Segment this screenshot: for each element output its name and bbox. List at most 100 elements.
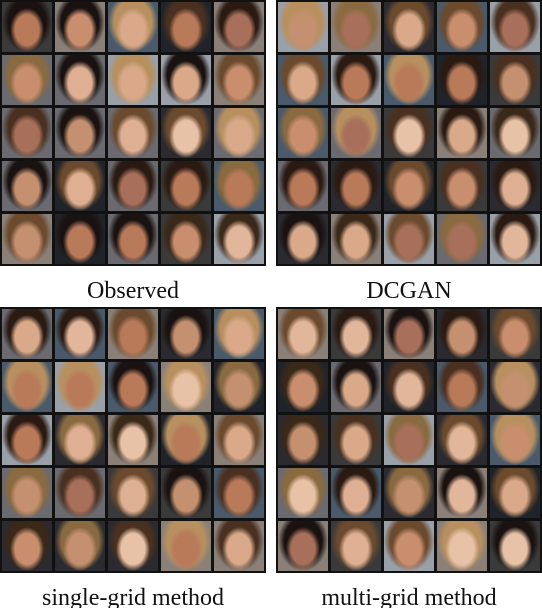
- face-image: [278, 468, 328, 518]
- face-image: [278, 309, 328, 359]
- face-image: [55, 521, 105, 571]
- face-image: [108, 362, 158, 412]
- face-image: [437, 415, 487, 465]
- face-image: [55, 161, 105, 211]
- face-image: [278, 108, 328, 158]
- face-image: [331, 362, 381, 412]
- face-image: [214, 108, 264, 158]
- face-image: [490, 415, 540, 465]
- face-image: [331, 2, 381, 52]
- face-image: [331, 415, 381, 465]
- face-image: [108, 415, 158, 465]
- face-image: [55, 108, 105, 158]
- face-image: [161, 362, 211, 412]
- face-image: [437, 362, 487, 412]
- face-image: [490, 521, 540, 571]
- face-image: [384, 2, 434, 52]
- face-image: [278, 161, 328, 211]
- face-image: [490, 108, 540, 158]
- face-image: [108, 309, 158, 359]
- face-image: [490, 55, 540, 105]
- face-image: [214, 2, 264, 52]
- face-image: [108, 468, 158, 518]
- face-image: [437, 468, 487, 518]
- face-image: [437, 2, 487, 52]
- face-image: [214, 161, 264, 211]
- face-image: [331, 468, 381, 518]
- face-image: [384, 362, 434, 412]
- face-image: [437, 55, 487, 105]
- face-image: [384, 521, 434, 571]
- panel-caption: multi-grid method: [321, 585, 497, 608]
- face-image: [490, 362, 540, 412]
- face-image: [437, 214, 487, 264]
- face-image: [55, 468, 105, 518]
- face-image: [278, 415, 328, 465]
- face-image: [2, 521, 52, 571]
- face-image: [437, 521, 487, 571]
- face-image: [108, 2, 158, 52]
- face-image: [161, 521, 211, 571]
- face-image: [2, 2, 52, 52]
- face-image: [2, 309, 52, 359]
- face-image: [331, 214, 381, 264]
- face-image: [55, 2, 105, 52]
- face-image: [331, 309, 381, 359]
- face-image: [2, 415, 52, 465]
- face-image: [55, 55, 105, 105]
- panel-caption: single-grid method: [42, 585, 224, 608]
- image-grid: [276, 0, 542, 266]
- face-image: [437, 161, 487, 211]
- image-grid: [0, 0, 266, 266]
- face-image: [2, 468, 52, 518]
- panel-caption: Observed: [87, 278, 179, 304]
- face-image: [108, 521, 158, 571]
- face-image: [2, 55, 52, 105]
- image-grid: [276, 307, 542, 573]
- face-image: [214, 521, 264, 571]
- face-image: [384, 161, 434, 211]
- face-image: [331, 108, 381, 158]
- face-image: [108, 214, 158, 264]
- face-image: [161, 468, 211, 518]
- face-image: [331, 521, 381, 571]
- face-image: [55, 309, 105, 359]
- face-image: [278, 55, 328, 105]
- face-image: [490, 309, 540, 359]
- face-image: [161, 161, 211, 211]
- face-image: [278, 521, 328, 571]
- face-image: [437, 108, 487, 158]
- face-image: [490, 161, 540, 211]
- face-image: [384, 55, 434, 105]
- face-image: [55, 214, 105, 264]
- face-image: [2, 108, 52, 158]
- face-image: [331, 161, 381, 211]
- face-image: [437, 309, 487, 359]
- face-image: [384, 108, 434, 158]
- panel: multi-grid method: [276, 307, 542, 608]
- face-image: [161, 214, 211, 264]
- face-image: [214, 214, 264, 264]
- face-image: [108, 108, 158, 158]
- face-image: [278, 214, 328, 264]
- face-image: [214, 55, 264, 105]
- face-image: [2, 362, 52, 412]
- face-image: [2, 161, 52, 211]
- face-image: [214, 415, 264, 465]
- face-image: [331, 55, 381, 105]
- face-image: [214, 309, 264, 359]
- face-image: [384, 415, 434, 465]
- face-image: [278, 2, 328, 52]
- face-image: [214, 468, 264, 518]
- face-image: [108, 55, 158, 105]
- face-image: [490, 2, 540, 52]
- face-image: [161, 55, 211, 105]
- face-image: [161, 415, 211, 465]
- panel: single-grid method: [0, 307, 266, 608]
- face-image: [214, 362, 264, 412]
- face-image: [384, 214, 434, 264]
- image-grid: [0, 307, 266, 573]
- panel-caption: DCGAN: [366, 278, 452, 304]
- face-image: [278, 362, 328, 412]
